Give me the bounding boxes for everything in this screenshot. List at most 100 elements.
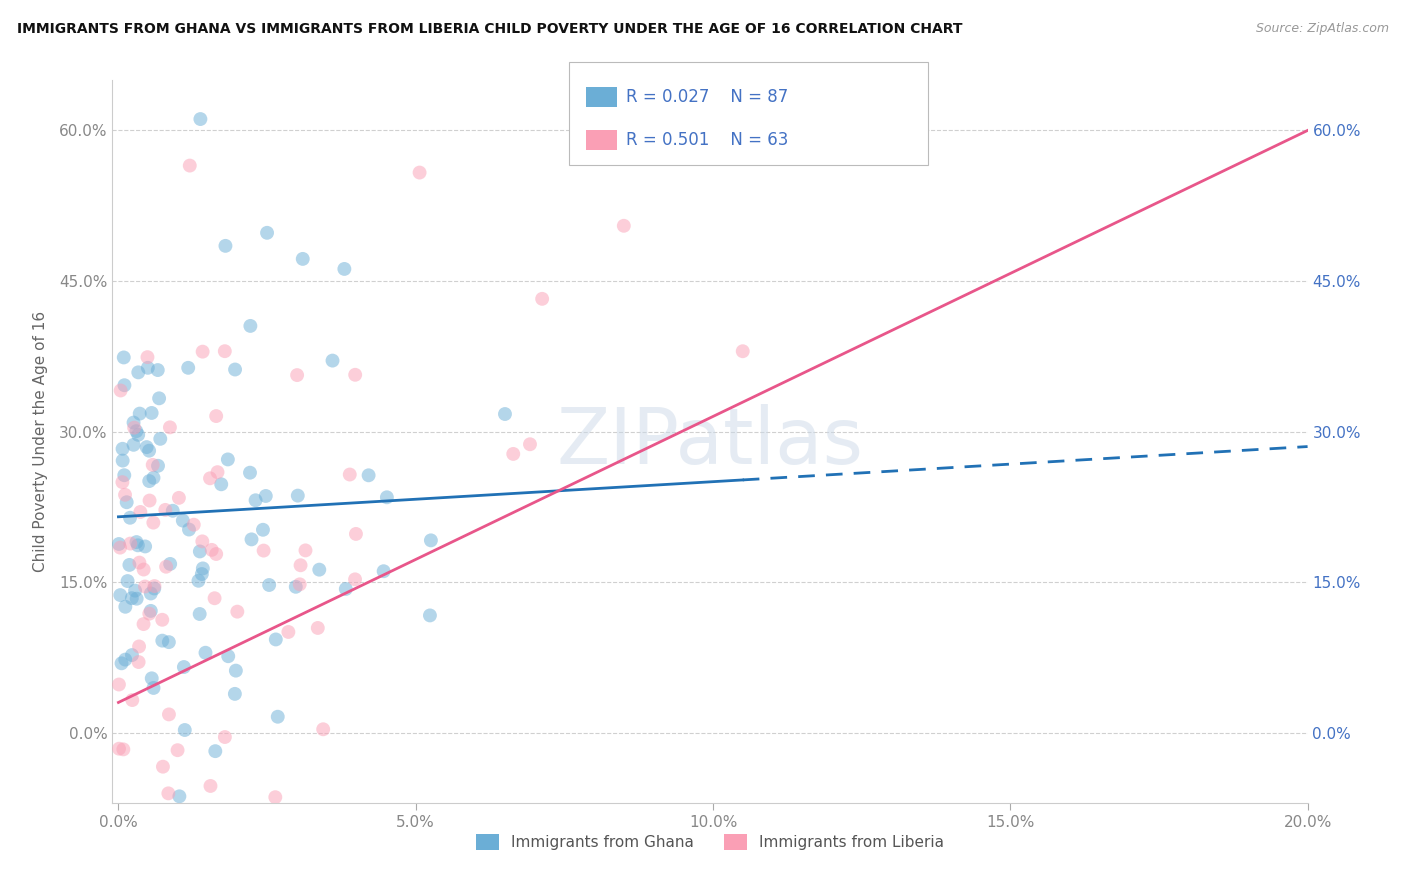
Point [125, 424, 148, 438]
Point [333, 261, 356, 276]
Point [169, 789, 191, 804]
Point [205, 547, 228, 561]
Point [267, 710, 290, 724]
Point [173, 723, 195, 737]
Point [128, 407, 150, 421]
Point [157, 786, 180, 800]
Point [141, 406, 163, 420]
Point [285, 368, 308, 383]
Point [114, 488, 136, 502]
Point [290, 558, 312, 573]
Point [194, 646, 217, 660]
Point [240, 533, 263, 547]
Point [191, 344, 214, 359]
Point [375, 491, 398, 505]
Point [277, 624, 299, 639]
Point [108, 677, 131, 691]
Point [408, 859, 430, 873]
Point [201, 542, 224, 557]
Text: R = 0.027    N = 87: R = 0.027 N = 87 [626, 88, 787, 106]
Point [224, 362, 246, 376]
Point [207, 465, 229, 479]
Point [138, 443, 160, 458]
Point [143, 579, 166, 593]
Point [125, 535, 148, 549]
Point [254, 489, 277, 503]
Point [138, 474, 160, 488]
Point [166, 743, 188, 757]
Point [155, 503, 177, 517]
Point [252, 543, 274, 558]
Point [128, 640, 150, 654]
Point [502, 447, 524, 461]
Point [256, 226, 278, 240]
Point [288, 577, 311, 591]
Point [118, 510, 141, 524]
Point [111, 453, 134, 467]
Point [191, 561, 214, 575]
Point [217, 452, 239, 467]
Point [120, 536, 142, 550]
Point [142, 458, 165, 472]
Point [122, 420, 145, 434]
Point [146, 458, 169, 473]
Point [245, 493, 267, 508]
Point [307, 621, 329, 635]
Point [135, 440, 157, 454]
Point [146, 363, 169, 377]
Point [150, 633, 173, 648]
Point [148, 392, 170, 406]
Point [177, 360, 200, 375]
Point [125, 591, 148, 606]
Text: IMMIGRANTS FROM GHANA VS IMMIGRANTS FROM LIBERIA CHILD POVERTY UNDER THE AGE OF : IMMIGRANTS FROM GHANA VS IMMIGRANTS FROM… [17, 22, 962, 37]
Point [204, 591, 226, 606]
Point [108, 541, 131, 555]
Point [312, 723, 335, 737]
Point [239, 318, 262, 333]
Point [134, 580, 156, 594]
Point [122, 416, 145, 430]
Point [344, 572, 367, 586]
Point [127, 538, 149, 552]
Point [134, 540, 156, 554]
Point [531, 292, 554, 306]
Point [613, 219, 636, 233]
Point [127, 365, 149, 379]
Point [257, 578, 280, 592]
Point [111, 475, 134, 490]
Point [142, 681, 165, 695]
Point [205, 409, 228, 423]
Point [731, 344, 754, 359]
Point [157, 635, 180, 649]
Point [188, 544, 211, 558]
Point [121, 648, 143, 662]
Point [214, 239, 236, 253]
Point [519, 437, 541, 451]
Point [419, 533, 441, 548]
Point [159, 557, 181, 571]
Point [214, 730, 236, 744]
Point [142, 471, 165, 485]
Point [321, 353, 343, 368]
Point [287, 489, 309, 503]
Point [179, 159, 201, 173]
Point [239, 466, 262, 480]
Point [264, 790, 287, 805]
Point [373, 564, 395, 578]
Point [225, 664, 247, 678]
Text: ZIPatlas: ZIPatlas [557, 403, 863, 480]
Point [284, 580, 307, 594]
Point [127, 427, 149, 442]
Point [112, 351, 135, 365]
Point [209, 477, 232, 491]
Point [187, 574, 209, 588]
Point [200, 779, 222, 793]
Point [204, 744, 226, 758]
Point [344, 368, 367, 382]
Point [335, 582, 357, 596]
Point [155, 559, 177, 574]
Point [128, 655, 150, 669]
Point [152, 760, 174, 774]
Point [150, 613, 173, 627]
Point [129, 505, 152, 519]
